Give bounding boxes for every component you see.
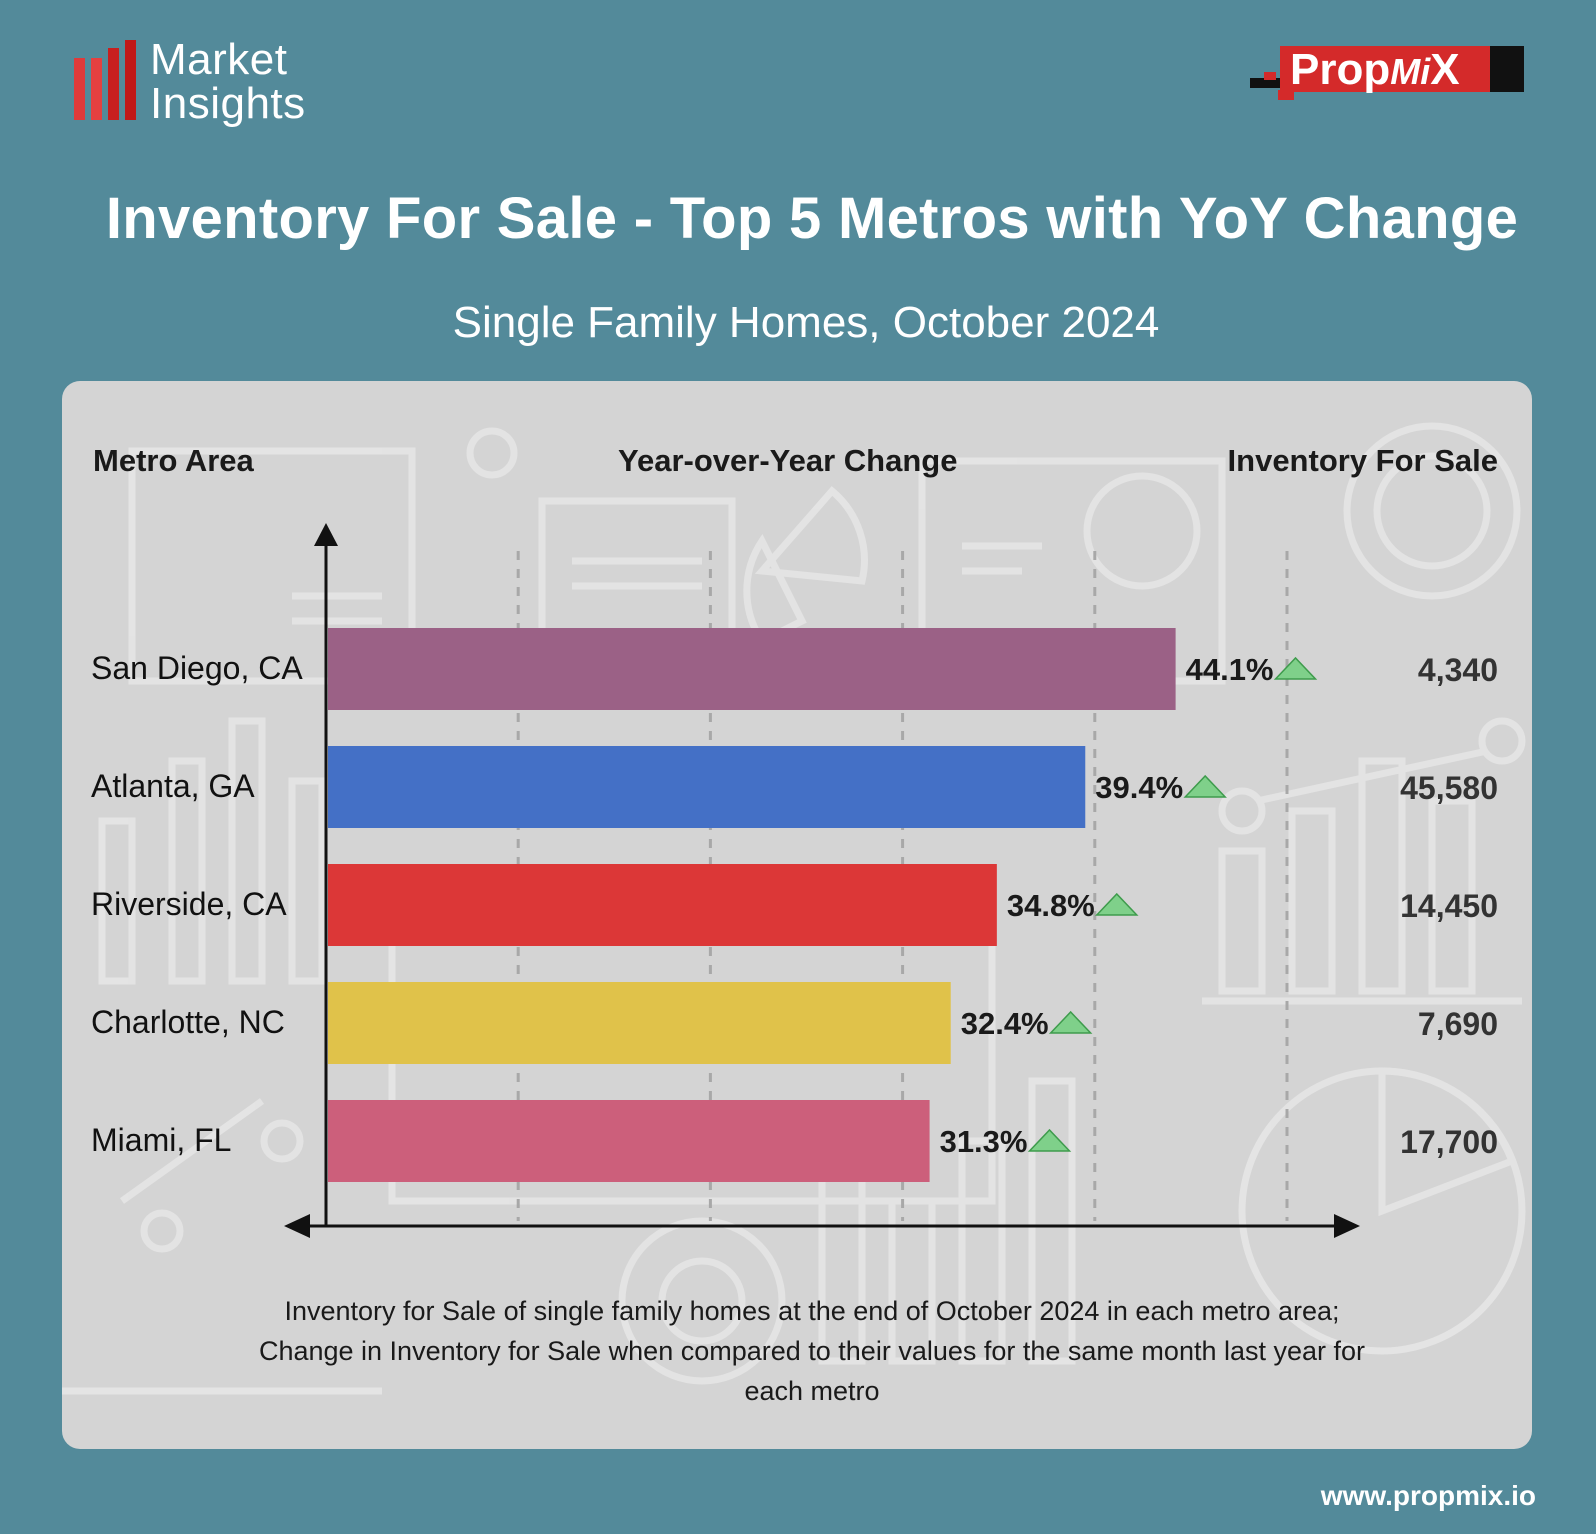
- bar: [328, 628, 1176, 710]
- brand-line-2: Insights: [150, 79, 306, 128]
- metro-label: Miami, FL: [91, 1122, 232, 1158]
- chart-panel: 44.1% 39.4% 34.8% 32.4% 31.3% Metro Area Yea…: [62, 381, 1532, 1449]
- column-header-change: Year-over-Year Change: [618, 443, 958, 478]
- bar-chart-logo-icon: [74, 38, 136, 120]
- logo-x: X: [1430, 45, 1460, 94]
- logo-prop: Prop: [1290, 45, 1391, 94]
- metro-label: Riverside, CA: [91, 886, 287, 922]
- logo-mi: Mi: [1390, 51, 1431, 92]
- up-arrow-icon: [1027, 1128, 1072, 1152]
- bar-value-label: 39.4%: [1095, 770, 1183, 805]
- bar-value-label: 32.4%: [961, 1006, 1049, 1041]
- chart-subtitle: Single Family Homes, October 2024: [452, 298, 1160, 347]
- inventory-value: 7,690: [1417, 1006, 1498, 1042]
- y-axis-arrow-icon: [314, 523, 338, 546]
- inventory-value: 14,450: [1400, 888, 1498, 924]
- bar: [328, 864, 997, 946]
- up-arrow-icon: [1273, 656, 1318, 680]
- metro-label: Charlotte, NC: [91, 1004, 285, 1040]
- column-header-inventory: Inventory For Sale: [1227, 443, 1498, 478]
- market-insights-brand: Market Insights: [74, 38, 306, 126]
- metro-label: San Diego, CA: [91, 650, 303, 686]
- footnote-line-3: each metro: [744, 1376, 880, 1406]
- brand-line-1: Market: [150, 35, 288, 84]
- bar-chart: 44.1% 39.4% 34.8% 32.4% 31.3%: [284, 523, 1360, 1238]
- bar-value-label: 34.8%: [1007, 888, 1095, 923]
- website-url[interactable]: www.propmix.io: [1320, 1480, 1536, 1511]
- bar-value-label: 44.1%: [1186, 652, 1274, 687]
- inventory-value: 17,700: [1400, 1124, 1498, 1160]
- footnote-line-2: Change in Inventory for Sale when compar…: [258, 1336, 1366, 1366]
- footnote-line-1: Inventory for Sale of single family home…: [284, 1296, 1340, 1326]
- propmix-logo: PropMiX: [1250, 44, 1524, 102]
- inventory-value: 4,340: [1417, 652, 1498, 688]
- up-arrow-icon: [1095, 892, 1139, 916]
- x-axis-right-arrow-icon: [1334, 1214, 1360, 1238]
- metro-label: Atlanta, GA: [91, 768, 255, 804]
- bar: [328, 982, 951, 1064]
- chart-title: Inventory For Sale - Top 5 Metros with Y…: [105, 186, 1519, 251]
- up-arrow-icon: [1183, 774, 1227, 798]
- column-header-metro: Metro Area: [93, 443, 254, 478]
- bar: [328, 746, 1086, 828]
- inventory-value: 45,580: [1400, 770, 1498, 806]
- bar: [328, 1100, 930, 1182]
- bar-value-label: 31.3%: [940, 1124, 1028, 1159]
- x-axis-left-arrow-icon: [284, 1214, 310, 1238]
- up-arrow-icon: [1048, 1010, 1093, 1034]
- footnote: Inventory for Sale of single family home…: [192, 1291, 1432, 1411]
